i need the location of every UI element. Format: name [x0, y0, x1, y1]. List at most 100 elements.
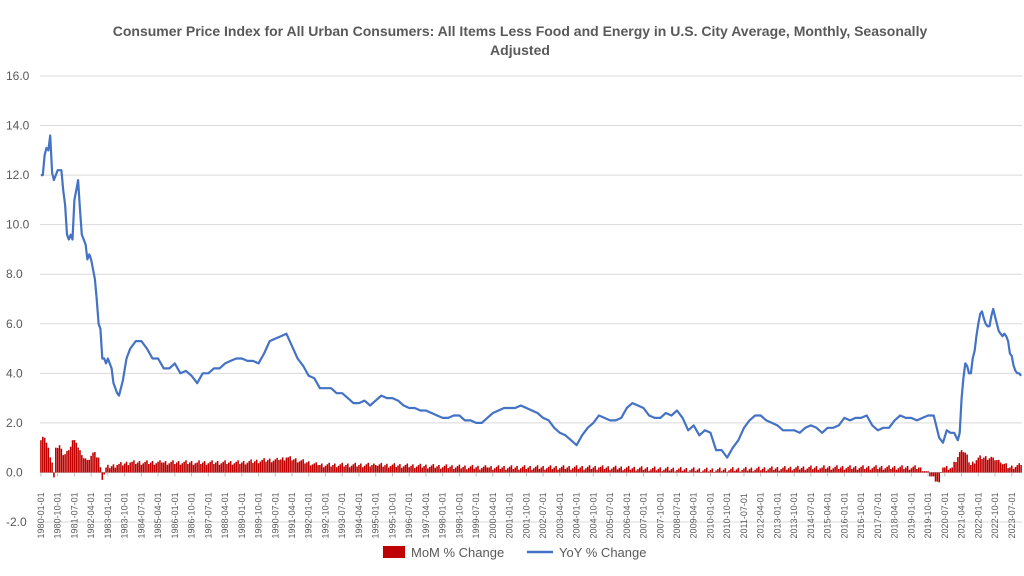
x-tick-label: 2019-10-01: [923, 492, 933, 538]
mom-bar: [1003, 463, 1006, 473]
mom-bar: [477, 465, 479, 473]
mom-bar: [108, 468, 111, 473]
mom-bar: [573, 466, 576, 473]
mom-bar: [200, 464, 202, 473]
mom-bar: [423, 466, 425, 473]
mom-bar: [683, 469, 686, 473]
mom-bar: [970, 465, 972, 473]
mom-bar: [495, 466, 498, 473]
mom-bar: [361, 467, 364, 473]
mom-bar: [451, 465, 453, 473]
mom-bar: [365, 464, 368, 473]
mom-bar: [871, 468, 874, 473]
mom-bar: [45, 442, 48, 473]
mom-bar: [360, 463, 362, 473]
mom-bar: [250, 459, 252, 473]
mom-bar: [810, 465, 812, 473]
mom-bar: [834, 466, 836, 473]
mom-bar: [538, 468, 541, 473]
mom-bar: [194, 463, 197, 473]
mom-bar: [553, 467, 556, 473]
mom-bar: [841, 466, 844, 473]
mom-bar: [73, 439, 76, 473]
x-tick-label: 2009-04-01: [689, 492, 699, 538]
mom-bar: [51, 462, 53, 473]
mom-bar: [239, 464, 241, 473]
mom-bar: [1016, 465, 1019, 473]
mom-bar: [319, 465, 321, 473]
mom-bar: [854, 466, 857, 473]
mom-bar: [856, 469, 859, 473]
mom-bar: [947, 469, 950, 473]
x-tick-label: 2000-04-01: [488, 492, 498, 538]
mom-bar: [951, 467, 954, 473]
y-tick-label: 10.0: [6, 218, 30, 232]
mom-bar: [586, 466, 589, 473]
mom-bar: [698, 468, 701, 473]
mom-bar: [259, 461, 262, 473]
x-tick-label: 1989-10-01: [254, 492, 264, 538]
mom-bar: [244, 464, 247, 473]
mom-bar: [55, 447, 57, 473]
mom-bar: [125, 461, 128, 473]
mom-bar: [133, 460, 135, 473]
mom-bar: [694, 471, 697, 473]
mom-bar: [371, 465, 373, 473]
mom-bar: [957, 457, 959, 473]
mom-bar: [774, 468, 777, 473]
mom-bar: [503, 466, 505, 473]
mom-bar: [852, 467, 855, 473]
mom-bar: [192, 464, 195, 473]
mom-bar: [151, 461, 154, 473]
mom-bar: [620, 466, 622, 473]
legend-label-yoy: YoY % Change: [559, 545, 646, 560]
mom-bar: [847, 466, 849, 473]
x-tick-label: 1998-10-01: [454, 492, 464, 538]
mom-bar: [990, 456, 993, 473]
mom-bar: [95, 457, 98, 473]
mom-bar: [226, 464, 228, 473]
mom-bar: [633, 466, 636, 473]
mom-bar: [566, 467, 569, 473]
mom-bar: [43, 437, 46, 473]
y-tick-label: 6.0: [6, 317, 23, 331]
mom-bar: [443, 465, 446, 473]
mom-bar: [564, 468, 567, 473]
mom-bar: [519, 468, 522, 473]
mom-bar: [127, 465, 130, 473]
mom-bar: [527, 467, 529, 473]
mom-bar: [618, 467, 621, 473]
mom-bar: [393, 463, 396, 473]
mom-bar: [813, 467, 816, 473]
x-tick-label: 1995-10-01: [387, 492, 397, 538]
mom-bar: [445, 464, 448, 473]
mom-bar: [367, 462, 370, 473]
mom-bar: [999, 462, 1002, 473]
mom-bar: [82, 458, 85, 473]
mom-bar: [994, 460, 996, 473]
mom-bar: [929, 472, 931, 477]
mom-bar: [594, 466, 596, 473]
mom-bar: [903, 468, 905, 473]
mom-bar: [121, 465, 124, 473]
mom-bar: [772, 470, 775, 473]
mom-bar: [241, 462, 243, 473]
x-tick-label: 1989-01-01: [237, 492, 247, 538]
y-tick-label: 2.0: [6, 416, 23, 430]
x-tick-label: 1997-04-01: [421, 492, 431, 538]
mom-bar: [622, 470, 624, 473]
mom-bar: [242, 460, 245, 473]
mom-bar: [313, 463, 316, 473]
x-tick-label: 2006-04-01: [622, 492, 632, 538]
mom-bar: [534, 466, 537, 473]
mom-bar: [505, 469, 507, 473]
x-tick-label: 1992-10-01: [320, 492, 330, 538]
mom-bar: [376, 465, 379, 473]
mom-bar: [101, 472, 104, 480]
mom-bar: [787, 468, 790, 473]
x-tick-label: 2016-10-01: [856, 492, 866, 538]
mom-bar: [187, 464, 189, 473]
mom-bar: [454, 467, 457, 473]
mom-bar: [79, 450, 81, 473]
mom-bar: [895, 469, 898, 473]
